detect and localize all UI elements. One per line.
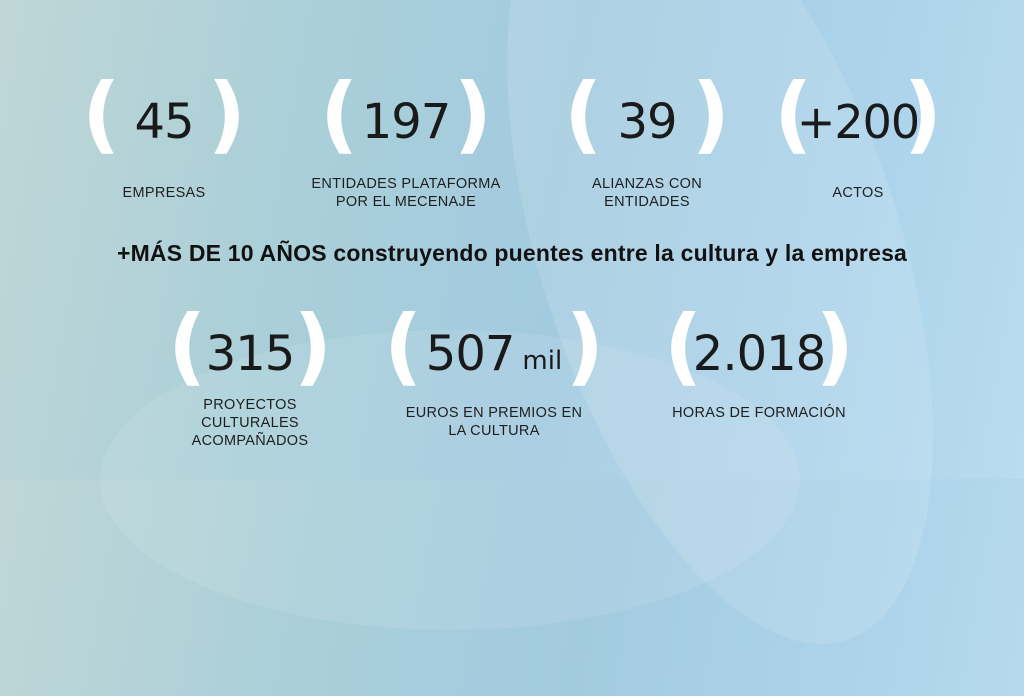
close-parenthesis: ): [815, 297, 854, 395]
close-parenthesis: ): [207, 65, 246, 163]
stat-label-line: POR EL MECENAJE: [335, 194, 477, 210]
open-parenthesis: (: [774, 65, 813, 163]
stat-label-line: ACOMPAÑADOS: [191, 433, 309, 449]
stat-label: ACTOS: [774, 184, 942, 202]
stat-value: 315: [205, 326, 296, 382]
stat-label-line: EMPRESAS: [122, 185, 206, 201]
stat-unit: mil: [522, 346, 563, 376]
stat-label-line: ENTIDADES PLATAFORMA: [311, 176, 501, 192]
stat-label-line: EUROS EN PREMIOS EN: [405, 405, 583, 421]
open-parenthesis: (: [564, 65, 603, 163]
stat-label-line: PROYECTOS: [203, 397, 297, 413]
stat-label-line: CULTURALES: [201, 415, 299, 431]
tagline-text: construyendo puentes entre la cultura y …: [326, 240, 908, 266]
open-parenthesis: (: [82, 65, 121, 163]
stat-label: PROYECTOS CULTURALES ACOMPAÑADOS: [148, 396, 352, 450]
stat-value: 2.018: [692, 326, 826, 382]
stat-value: 39: [617, 94, 677, 150]
stat-value: 197: [361, 94, 452, 150]
stat-label: EUROS EN PREMIOS EN LA CULTURA: [374, 404, 614, 440]
tagline-highlight: +MÁS DE 10 AÑOS: [116, 240, 327, 266]
stat-label: ALIANZAS CON ENTIDADES: [544, 175, 750, 211]
stat-label: HORAS DE FORMACIÓN: [644, 404, 874, 422]
close-parenthesis: ): [565, 297, 604, 395]
stat-value: +200: [796, 95, 920, 149]
stat-label: EMPRESAS: [82, 184, 246, 202]
open-parenthesis: (: [664, 297, 703, 395]
stat-value: 45: [134, 94, 194, 150]
open-parenthesis: (: [384, 297, 423, 395]
stat-label-line: ALIANZAS CON: [592, 176, 702, 192]
close-parenthesis: ): [903, 65, 942, 163]
stat-label-line: ENTIDADES: [604, 194, 690, 210]
stat-label-line: ACTOS: [832, 185, 884, 201]
stat-label-line: HORAS DE FORMACIÓN: [672, 405, 846, 421]
stat-value: 507: [425, 326, 516, 382]
close-parenthesis: ): [453, 65, 492, 163]
stat-label: ENTIDADES PLATAFORMA POR EL MECENAJE: [280, 175, 532, 211]
close-parenthesis: ): [293, 297, 332, 395]
open-parenthesis: (: [168, 297, 207, 395]
open-parenthesis: (: [320, 65, 359, 163]
stat-label-line: LA CULTURA: [448, 423, 540, 439]
tagline: +MÁS DE 10 AÑOS construyendo puentes ent…: [0, 240, 1024, 267]
close-parenthesis: ): [691, 65, 730, 163]
